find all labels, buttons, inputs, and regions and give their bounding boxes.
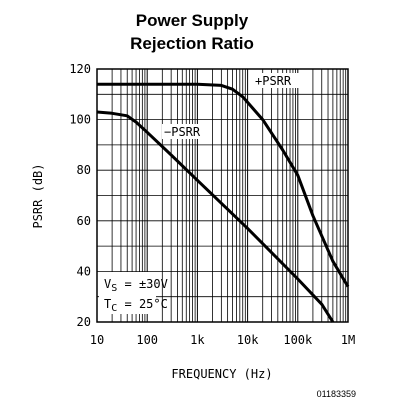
x-tick-label: 100k bbox=[283, 333, 313, 347]
figure-id: 01183359 bbox=[317, 389, 356, 399]
y-tick-label: 100 bbox=[69, 113, 91, 127]
y-axis-label: PSRR (dB) bbox=[31, 163, 45, 228]
y-tick-label: 20 bbox=[77, 315, 91, 329]
conditions-box bbox=[99, 272, 156, 314]
chart-title-line1: Power Supply bbox=[136, 11, 249, 30]
chart-title-line2: Rejection Ratio bbox=[130, 34, 254, 53]
neg-psrr-label: −PSRR bbox=[164, 125, 201, 139]
x-tick-label: 10k bbox=[237, 333, 259, 347]
x-tick-label: 1k bbox=[190, 333, 205, 347]
x-tick-label: 1M bbox=[341, 333, 355, 347]
pos-psrr-label-bg bbox=[253, 73, 299, 88]
temperature-annotation: TC = 25°C bbox=[104, 297, 168, 314]
y-tick-label: 80 bbox=[77, 163, 91, 177]
y-tick-label: 120 bbox=[69, 62, 91, 76]
neg-psrr-curve bbox=[96, 110, 335, 323]
x-tick-label: 10 bbox=[90, 333, 104, 347]
supply-voltage-annotation: VS = ±30V bbox=[104, 277, 168, 294]
x-axis-label: FREQUENCY (Hz) bbox=[171, 367, 272, 381]
y-tick-label: 60 bbox=[77, 214, 91, 228]
pos-psrr-curve bbox=[97, 82, 350, 288]
plot-frame bbox=[96, 68, 349, 323]
tick-labels: 10 100 1k 10k 100k 1M 20 40 60 80 100 120 bbox=[69, 62, 355, 347]
grid bbox=[97, 69, 348, 322]
neg-psrr-label-bg bbox=[162, 124, 208, 139]
x-tick-label: 100 bbox=[136, 333, 158, 347]
y-tick-label: 40 bbox=[77, 264, 91, 278]
pos-psrr-label: +PSRR bbox=[255, 74, 292, 88]
series-group bbox=[96, 82, 350, 323]
